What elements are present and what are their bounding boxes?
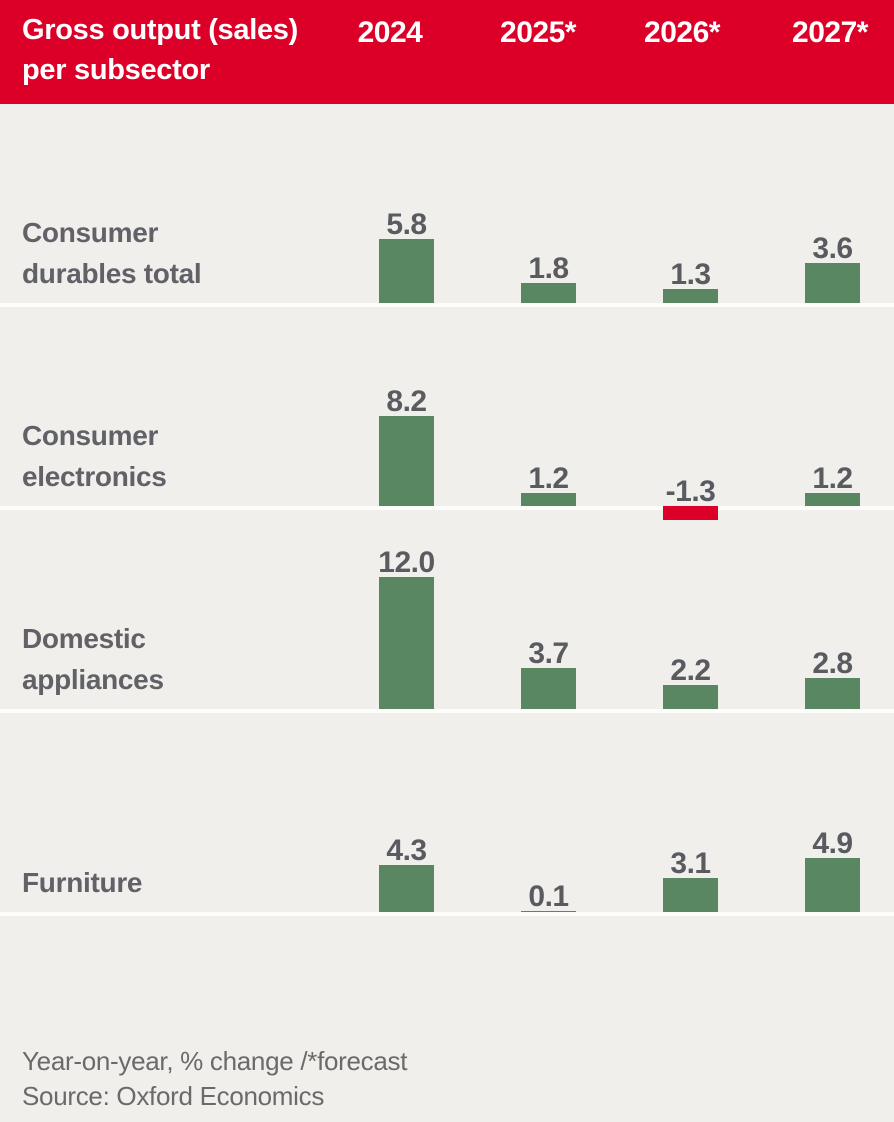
bar-positive <box>521 283 576 303</box>
chart-row: Furniture 4.3 0.1 3.1 4.9 <box>0 713 894 916</box>
bar-positive <box>805 263 860 303</box>
column-header-2027: 2027* <box>792 16 868 49</box>
value-label: 3.1 <box>670 847 711 880</box>
value-label: 3.6 <box>812 232 853 265</box>
bar-positive <box>663 289 718 303</box>
value-label: 2.2 <box>670 654 711 687</box>
value-label: 4.9 <box>812 827 853 860</box>
row-label: Furniture <box>22 867 143 898</box>
value-label: -1.3 <box>665 475 716 508</box>
value-label: 1.3 <box>670 258 711 291</box>
chart-row: Consumer electronics 8.2 1.2 -1.3 1.2 <box>0 307 894 520</box>
bar-positive <box>379 577 434 709</box>
bar-positive <box>805 678 860 709</box>
value-label: 0.1 <box>528 880 569 913</box>
bar-negative <box>663 506 718 520</box>
value-label: 2.8 <box>812 647 853 680</box>
bar-positive <box>521 493 576 506</box>
column-header-2024: 2024 <box>357 16 423 49</box>
unit-note: Year-on-year, % change /*forecast <box>22 1046 408 1076</box>
chart-header: Gross output (sales) per subsector 2024 … <box>0 0 894 104</box>
column-header-2025: 2025* <box>500 16 576 49</box>
bar-positive <box>379 239 434 303</box>
value-label: 4.3 <box>386 834 427 867</box>
row-label: Consumer durables total <box>22 217 202 289</box>
value-label: 1.2 <box>812 462 853 495</box>
source-note: Source: Oxford Economics <box>22 1081 325 1111</box>
bar-positive <box>521 668 576 709</box>
bar-positive <box>805 858 860 912</box>
bar-positive <box>379 865 434 912</box>
chart-footer: Year-on-year, % change /*forecast Source… <box>22 1044 407 1114</box>
chart-body: Consumer durables total 5.8 1.8 1.3 3.6 Consu… <box>0 104 894 916</box>
value-label: 12.0 <box>378 546 435 579</box>
bar-positive <box>379 416 434 506</box>
row-label: Domestic appliances <box>22 623 164 695</box>
value-label: 8.2 <box>386 385 427 418</box>
bar-positive <box>521 911 576 912</box>
bar-positive <box>805 493 860 506</box>
bar-positive <box>663 878 718 912</box>
value-label: 3.7 <box>528 637 569 670</box>
chart-title: Gross output (sales) per subsector <box>22 14 298 86</box>
chart-row: Consumer durables total 5.8 1.8 1.3 3.6 <box>0 104 894 307</box>
bar-positive <box>663 685 718 709</box>
row-label: Consumer electronics <box>22 420 167 492</box>
value-label: 5.8 <box>386 208 427 241</box>
value-label: 1.8 <box>528 252 569 285</box>
value-label: 1.2 <box>528 462 569 495</box>
column-header-2026: 2026* <box>644 16 720 49</box>
chart-row: Domestic appliances 12.0 3.7 2.2 2.8 <box>0 510 894 713</box>
